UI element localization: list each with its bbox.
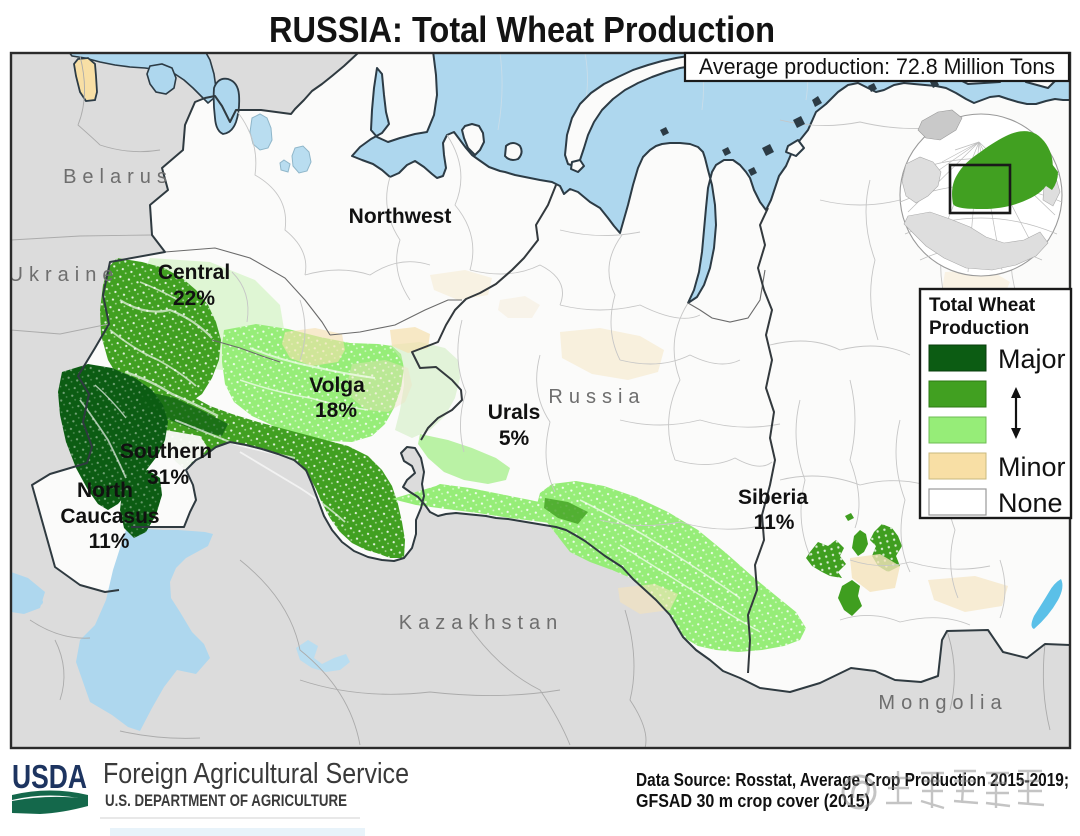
svg-text:Russia: Russia xyxy=(548,386,645,408)
svg-text:18%: 18% xyxy=(315,399,357,422)
svg-text:11%: 11% xyxy=(89,530,130,553)
svg-text:U.S. DEPARTMENT OF AGRICULTURE: U.S. DEPARTMENT OF AGRICULTURE xyxy=(105,792,347,810)
svg-text:11%: 11% xyxy=(754,511,795,534)
svg-text:Urals: Urals xyxy=(488,401,541,424)
svg-text:Data Source: Rosstat, Average: Data Source: Rosstat, Average Crop Produ… xyxy=(636,770,1069,790)
svg-text:Production: Production xyxy=(929,318,1029,339)
svg-text:Ukraine: Ukraine xyxy=(9,264,120,286)
svg-text:Total Wheat: Total Wheat xyxy=(929,295,1036,316)
svg-text:RUSSIA: Total Wheat Production: RUSSIA: Total Wheat Production xyxy=(269,9,775,50)
svg-text:Mongolia: Mongolia xyxy=(878,692,1007,714)
svg-text:Caucasus: Caucasus xyxy=(60,505,159,528)
svg-text:North: North xyxy=(77,479,133,502)
svg-text:Average production: 72.8 Milli: Average production: 72.8 Million Tons xyxy=(699,54,1055,79)
svg-text:Foreign Agricultural Service: Foreign Agricultural Service xyxy=(103,758,409,790)
svg-text:Volga: Volga xyxy=(309,374,365,397)
svg-text:Siberia: Siberia xyxy=(738,486,808,509)
svg-text:22%: 22% xyxy=(173,287,215,310)
svg-text:Northwest: Northwest xyxy=(349,205,452,228)
svg-text:Southern: Southern xyxy=(120,440,212,463)
svg-text:Kazakhstan: Kazakhstan xyxy=(399,612,564,634)
svg-text:31%: 31% xyxy=(147,466,189,489)
svg-text:Minor: Minor xyxy=(998,452,1066,482)
svg-text:GFSAD 30 m crop cover (2015): GFSAD 30 m crop cover (2015) xyxy=(636,791,870,811)
svg-text:USDA: USDA xyxy=(12,758,87,795)
svg-text:5%: 5% xyxy=(499,427,530,450)
svg-text:Central: Central xyxy=(158,261,230,284)
svg-text:Belarus: Belarus xyxy=(63,166,173,188)
svg-text:Major: Major xyxy=(998,344,1066,374)
svg-text:None: None xyxy=(998,488,1063,518)
